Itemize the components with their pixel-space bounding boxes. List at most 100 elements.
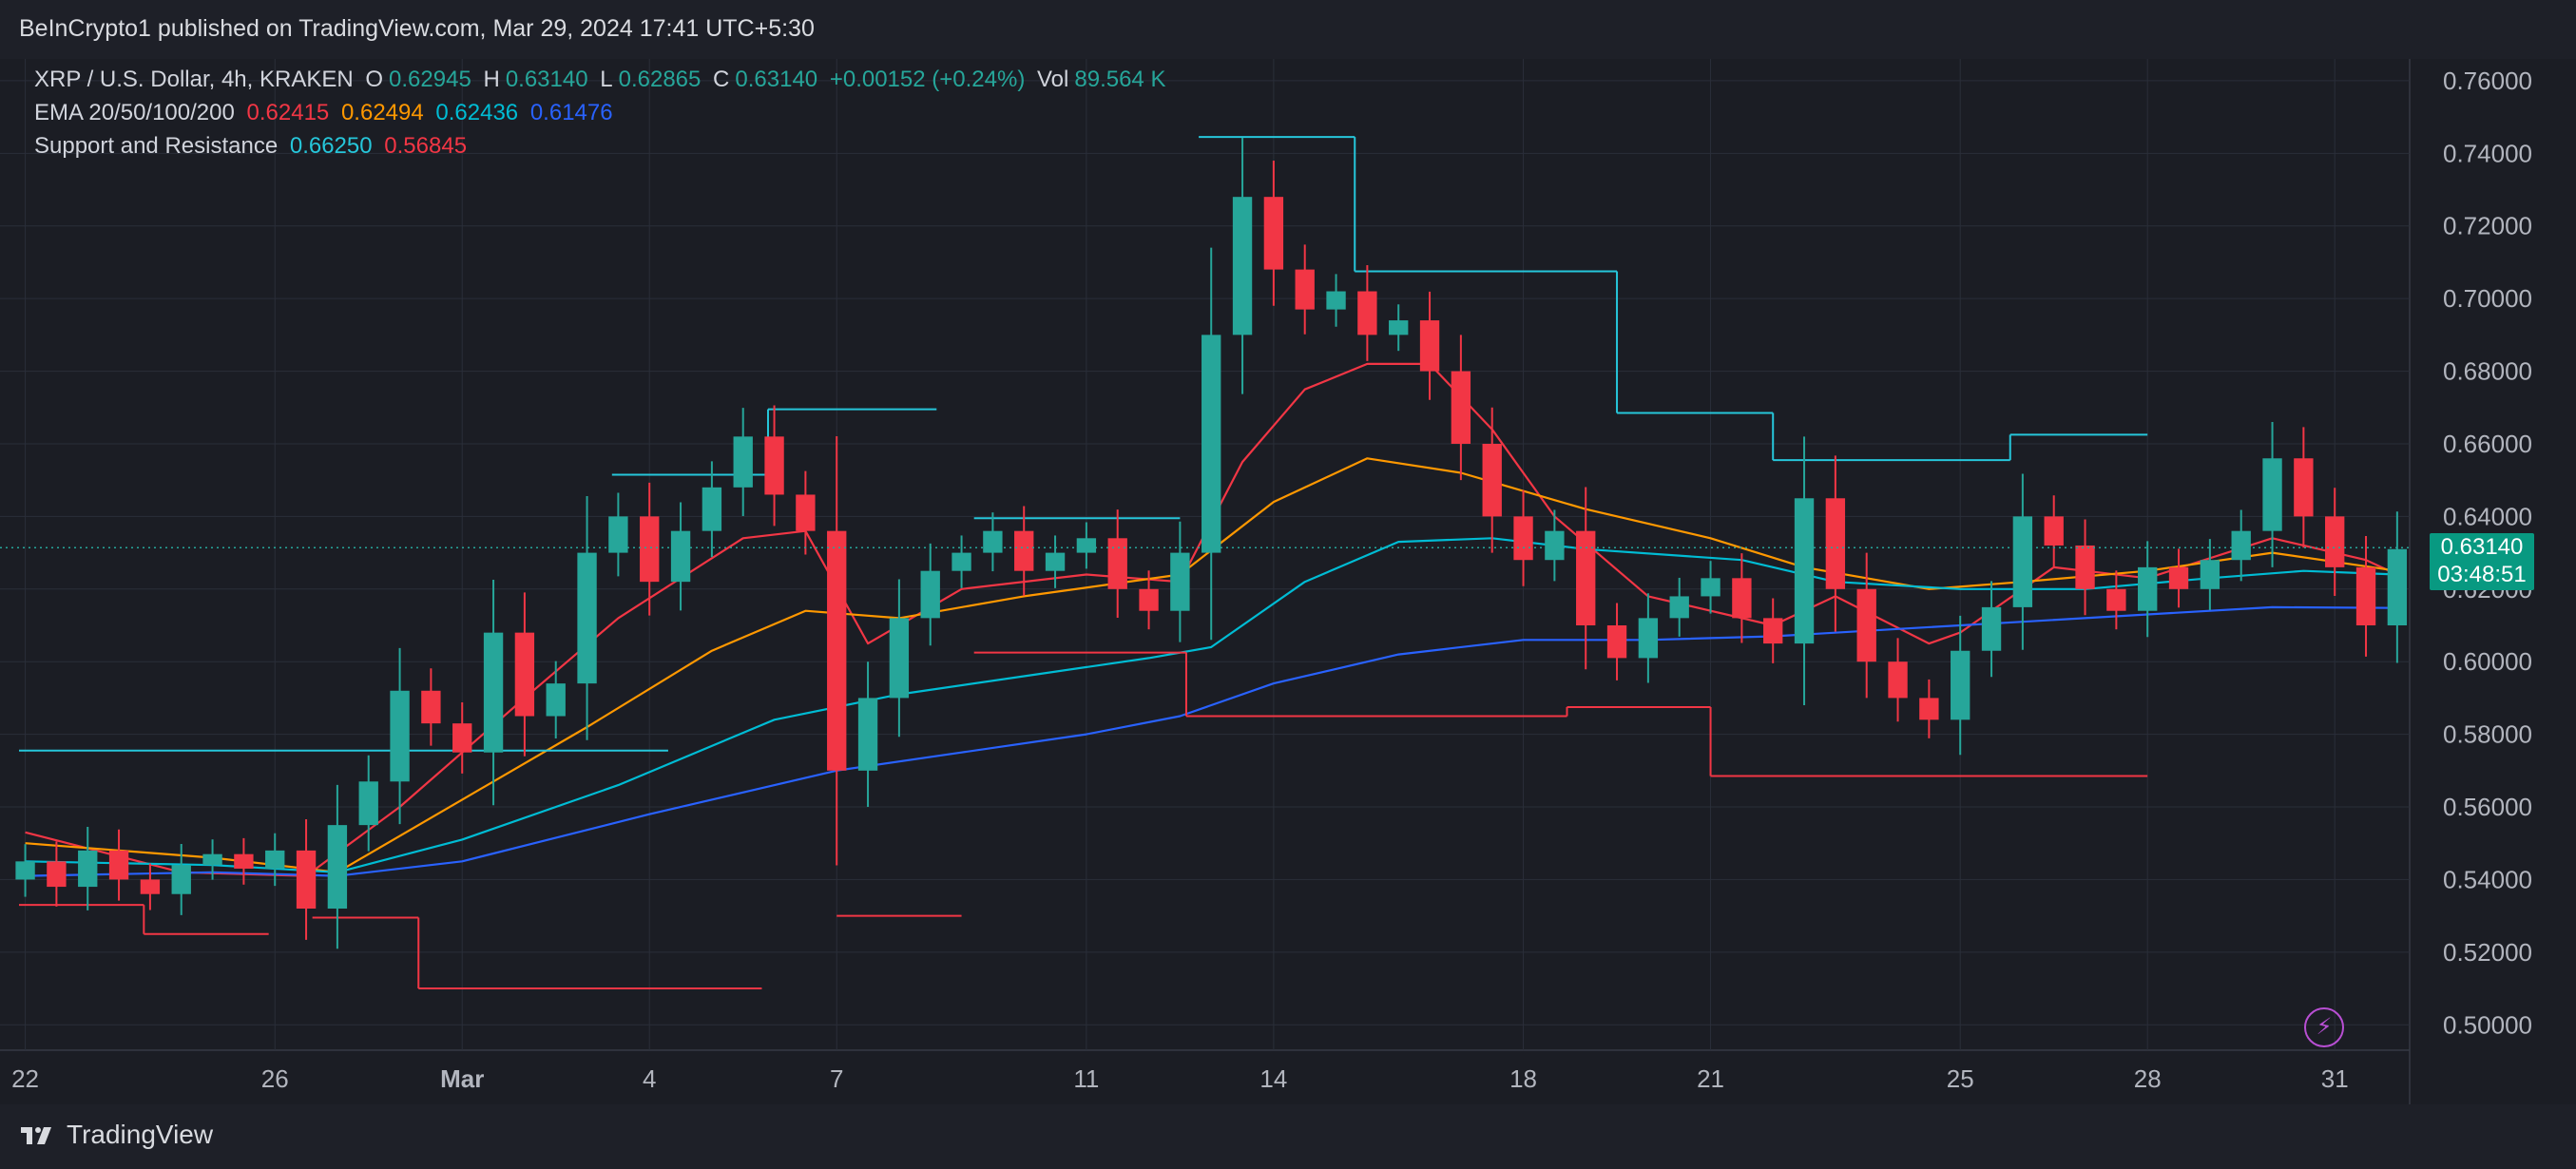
candle-bull	[15, 861, 35, 880]
symbol-title[interactable]: XRP / U.S. Dollar, 4h, KRAKEN	[34, 67, 354, 92]
candle-bull	[2387, 548, 2408, 625]
ema50-value: 0.62494	[340, 100, 424, 125]
candle-bear	[1919, 698, 1939, 720]
ema100-value: 0.62436	[435, 100, 519, 125]
volume-label: Vol	[1037, 67, 1069, 92]
ema-label: EMA 20/50/100/200	[34, 100, 235, 125]
candle-bull	[670, 530, 691, 583]
candle-bull	[1701, 578, 1721, 597]
ema20-line	[25, 362, 2398, 877]
ema100-line	[25, 537, 2397, 873]
last-price-tag: 0.63140 03:48:51	[2430, 533, 2534, 591]
candle-bull	[202, 853, 222, 866]
x-tick-label: 22	[11, 1064, 39, 1093]
candle-bull	[1170, 552, 1190, 611]
legend-support-resistance[interactable]: Support and Resistance 0.66250 0.56845	[34, 133, 472, 160]
tradingview-brand[interactable]: TradingView	[19, 1120, 213, 1150]
x-tick-label: 26	[261, 1064, 289, 1093]
candle-bear	[1451, 371, 1471, 444]
candle-bull	[1389, 320, 1409, 335]
candle-bear	[140, 879, 161, 894]
candle-bear	[234, 853, 254, 869]
candle-bear	[452, 723, 472, 753]
close-value: 0.63140	[735, 67, 818, 92]
x-tick-label: 28	[2134, 1064, 2162, 1093]
y-tick-label: 0.52000	[2443, 938, 2532, 967]
x-tick-label: 14	[1259, 1064, 1287, 1093]
candle-bear	[47, 861, 67, 888]
published-info: BeInCrypto1 published on TradingView.com…	[19, 15, 815, 42]
candle-bull	[1794, 498, 1815, 644]
candle-bull	[608, 516, 628, 553]
low-label: L	[600, 67, 613, 92]
candle-bull	[265, 850, 285, 869]
lightning-icon[interactable]: ⚡	[2304, 1007, 2344, 1047]
candle-bear	[1513, 516, 1533, 561]
candle-bear	[1732, 578, 1752, 619]
candle-bear	[1295, 269, 1315, 310]
candle-bull	[546, 683, 566, 717]
candle-bull	[1669, 596, 1689, 619]
candle-bear	[1107, 538, 1127, 589]
grid	[0, 59, 2411, 1104]
candle-bull	[2200, 560, 2220, 589]
candle-bear	[1263, 197, 1284, 270]
candle-bull	[1951, 650, 1970, 720]
support-resistance-lines	[19, 136, 2148, 990]
candle-bull	[952, 552, 971, 571]
volume-value: 89.564 K	[1074, 67, 1166, 92]
sr-label: Support and Resistance	[34, 133, 279, 159]
candle-bull	[702, 487, 722, 531]
candle-bull	[1326, 291, 1346, 310]
candle-bear	[2044, 516, 2064, 546]
x-tick-label: 11	[1073, 1064, 1099, 1093]
candle-bull	[2231, 530, 2251, 561]
ema20-value: 0.62415	[246, 100, 330, 125]
x-tick-label: 31	[2321, 1064, 2349, 1093]
candle-bear	[2168, 566, 2189, 589]
candle-bull	[390, 690, 410, 782]
candle-bull	[358, 781, 378, 826]
high-value: 0.63140	[505, 67, 588, 92]
x-tick-label: 4	[643, 1064, 656, 1093]
candle-bull	[483, 632, 504, 753]
y-tick-label: 0.58000	[2443, 720, 2532, 749]
open-label: O	[365, 67, 384, 92]
candle-bull	[2138, 566, 2158, 611]
candle-bull	[1076, 538, 1097, 553]
candle-bear	[2355, 566, 2376, 625]
legend-ema[interactable]: EMA 20/50/100/200 0.62415 0.62494 0.6243…	[34, 100, 619, 126]
last-price-value: 0.63140	[2440, 534, 2524, 561]
candle-bear	[1825, 498, 1846, 589]
bar-countdown: 03:48:51	[2437, 562, 2527, 588]
candle-bear	[2075, 545, 2095, 589]
candle-bear	[2106, 588, 2126, 611]
candle-bear	[2294, 458, 2314, 517]
candle-bear	[1419, 320, 1440, 372]
y-axis: 0.76000 0.74000 0.72000 0.70000 0.68000 0.660…	[2443, 67, 2532, 1039]
resistance-value: 0.66250	[289, 133, 373, 159]
low-value: 0.62865	[618, 67, 702, 92]
y-tick-label: 0.68000	[2443, 357, 2532, 386]
candle-bear	[796, 494, 816, 531]
ema200-value: 0.61476	[529, 100, 613, 125]
candles	[15, 137, 2408, 949]
y-tick-label: 0.60000	[2443, 647, 2532, 676]
y-tick-label: 0.70000	[2443, 284, 2532, 313]
x-tick-label: 21	[1697, 1064, 1724, 1093]
brand-name: TradingView	[67, 1120, 214, 1149]
y-tick-label: 0.64000	[2443, 502, 2532, 530]
candle-bull	[920, 570, 940, 619]
candle-bear	[827, 530, 847, 771]
candle-bear	[640, 516, 660, 583]
candle-bull	[2012, 516, 2033, 607]
candle-bull	[577, 552, 597, 684]
y-tick-label: 0.50000	[2443, 1010, 2532, 1039]
x-tick-label: 7	[830, 1064, 843, 1093]
candle-bull	[1232, 197, 1253, 335]
candle-bear	[514, 632, 535, 717]
candle-bull	[889, 618, 910, 699]
candle-bear	[1606, 625, 1627, 659]
candle-bear	[108, 850, 129, 880]
